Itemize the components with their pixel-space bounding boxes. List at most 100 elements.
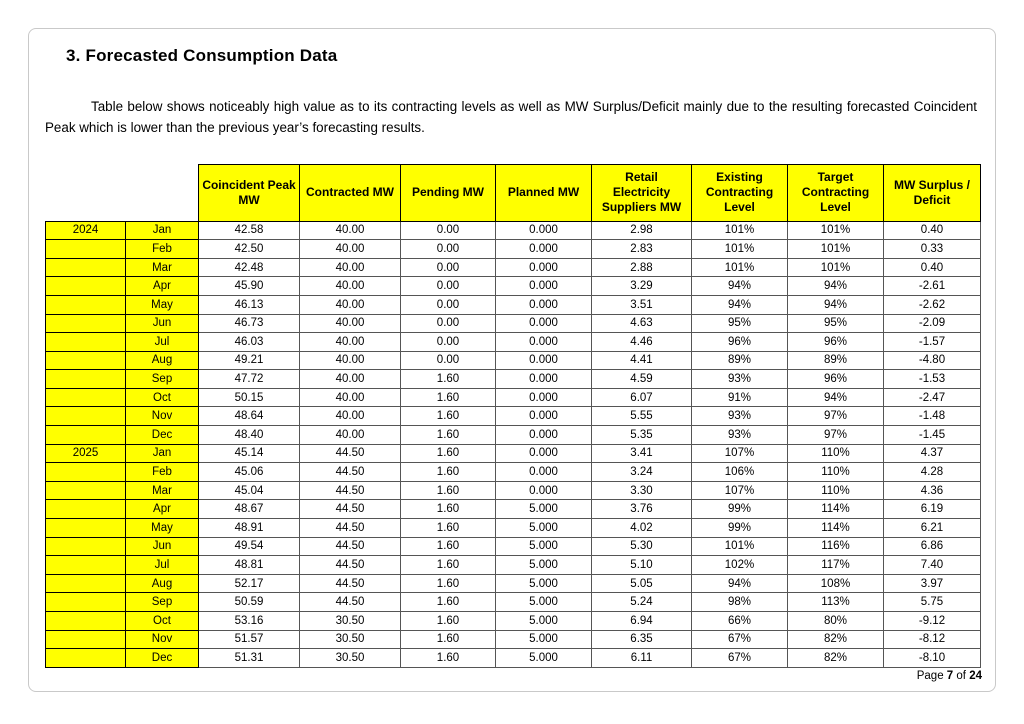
table-row: Feb 45.06 44.50 1.60 0.000 3.24 106% 110% 4.28 (45, 462, 981, 482)
value-cell: 101% (787, 239, 884, 259)
month-cell: Oct (125, 611, 199, 631)
month-cell: Nov (125, 629, 199, 650)
value-cell: 0.000 (495, 369, 592, 389)
value-cell: 40.00 (299, 387, 401, 408)
table-row: Nov 48.64 40.00 1.60 0.000 5.55 93% 97% -1.48 (45, 406, 981, 427)
value-cell: 6.21 (883, 518, 981, 538)
table-row: Jun 46.73 40.00 0.00 0.000 4.63 95% 95% -2.09 (45, 313, 981, 334)
month-cell: Dec (125, 648, 199, 668)
value-cell: 5.05 (591, 573, 692, 594)
value-cell: 106% (691, 462, 788, 482)
value-cell: -1.53 (883, 369, 981, 389)
value-cell: 5.10 (591, 555, 692, 575)
year-cell (45, 480, 126, 501)
value-cell: 80% (787, 611, 884, 631)
value-cell: 101% (691, 220, 788, 241)
value-cell: 0.00 (400, 257, 496, 278)
value-cell: 0.000 (495, 350, 592, 371)
value-cell: 44.50 (299, 555, 401, 575)
value-cell: 6.07 (591, 387, 692, 408)
value-cell: 101% (691, 536, 788, 557)
value-cell: -8.12 (883, 629, 981, 650)
value-cell: 0.000 (495, 332, 592, 352)
value-cell: 0.000 (495, 294, 592, 315)
value-cell: 42.58 (198, 220, 300, 241)
value-cell: 2.98 (591, 220, 692, 241)
value-cell: 97% (787, 406, 884, 427)
value-cell: 4.46 (591, 332, 692, 352)
value-cell: 3.30 (591, 480, 692, 501)
value-cell: 114% (787, 518, 884, 538)
value-cell: 94% (787, 387, 884, 408)
table-row: May 46.13 40.00 0.00 0.000 3.51 94% 94% -2.62 (45, 294, 981, 315)
value-cell: 82% (787, 648, 884, 668)
month-cell: Feb (125, 462, 199, 482)
value-cell: -1.45 (883, 425, 981, 445)
value-cell: -2.62 (883, 294, 981, 315)
value-cell: 40.00 (299, 294, 401, 315)
year-cell (45, 257, 126, 278)
value-cell: 0.000 (495, 276, 592, 296)
value-cell: -2.47 (883, 387, 981, 408)
value-cell: 0.000 (495, 425, 592, 445)
value-cell: 1.60 (400, 518, 496, 538)
value-cell: 44.50 (299, 443, 401, 464)
value-cell: 98% (691, 592, 788, 612)
header-retail-suppliers: Retail Electricity Suppliers MW (591, 163, 692, 222)
year-cell (45, 518, 126, 538)
value-cell: 5.000 (495, 648, 592, 668)
value-cell: 51.31 (198, 648, 300, 668)
value-cell: 6.86 (883, 536, 981, 557)
value-cell: 40.00 (299, 332, 401, 352)
value-cell: 0.000 (495, 239, 592, 259)
value-cell: 4.37 (883, 443, 981, 464)
table-row: Jun 49.54 44.50 1.60 5.000 5.30 101% 116% 6.86 (45, 536, 981, 557)
value-cell: 89% (691, 350, 788, 371)
value-cell: 0.00 (400, 313, 496, 334)
value-cell: 93% (691, 406, 788, 427)
table-row: Aug 52.17 44.50 1.60 5.000 5.05 94% 108% 3.97 (45, 573, 981, 594)
page-footer: Page 7 of 24 (917, 670, 982, 682)
value-cell: 0.000 (495, 406, 592, 427)
value-cell: 110% (787, 480, 884, 501)
value-cell: 44.50 (299, 592, 401, 612)
month-cell: Jan (125, 443, 199, 464)
value-cell: 107% (691, 480, 788, 501)
value-cell: 1.60 (400, 555, 496, 575)
value-cell: 3.29 (591, 276, 692, 296)
month-cell: Mar (125, 480, 199, 501)
value-cell: 42.48 (198, 257, 300, 278)
value-cell: 3.41 (591, 443, 692, 464)
table-header: Coincident Peak MW Contracted MW Pending… (46, 163, 981, 222)
value-cell: 5.000 (495, 592, 592, 612)
value-cell: 93% (691, 369, 788, 389)
value-cell: 82% (787, 629, 884, 650)
value-cell: 30.50 (299, 611, 401, 631)
value-cell: 1.60 (400, 462, 496, 482)
value-cell: 40.00 (299, 257, 401, 278)
value-cell: 4.59 (591, 369, 692, 389)
value-cell: 44.50 (299, 462, 401, 482)
month-cell: Aug (125, 350, 199, 371)
month-cell: Oct (125, 387, 199, 408)
value-cell: 0.000 (495, 257, 592, 278)
value-cell: 0.00 (400, 350, 496, 371)
table-row: Oct 53.16 30.50 1.60 5.000 6.94 66% 80% -9.12 (45, 611, 981, 631)
year-cell (45, 276, 126, 296)
table-row: Dec 51.31 30.50 1.60 5.000 6.11 67% 82% -8.10 (45, 648, 981, 668)
month-cell: Aug (125, 573, 199, 594)
value-cell: 0.00 (400, 239, 496, 259)
header-coincident-peak: Coincident Peak MW (198, 163, 300, 222)
value-cell: 6.11 (591, 648, 692, 668)
value-cell: 48.91 (198, 518, 300, 538)
value-cell: 110% (787, 443, 884, 464)
value-cell: 0.40 (883, 257, 981, 278)
value-cell: 5.000 (495, 499, 592, 520)
value-cell: -2.09 (883, 313, 981, 334)
value-cell: 45.04 (198, 480, 300, 501)
value-cell: 40.00 (299, 425, 401, 445)
value-cell: 1.60 (400, 480, 496, 501)
footer-page-number: 7 (946, 670, 954, 682)
header-row: Coincident Peak MW Contracted MW Pending… (46, 163, 981, 222)
month-cell: Dec (125, 425, 199, 445)
